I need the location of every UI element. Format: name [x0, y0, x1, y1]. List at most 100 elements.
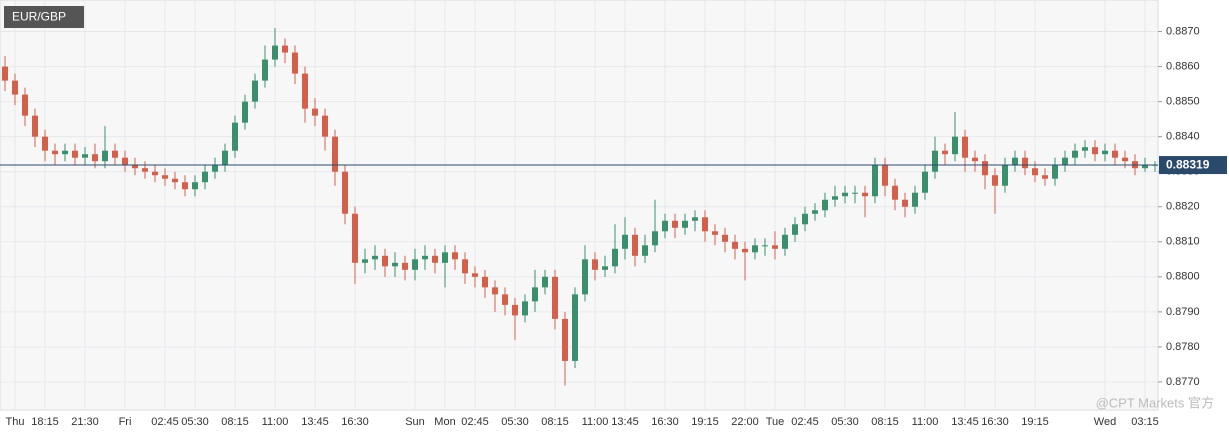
- candle-body: [322, 115, 328, 137]
- candle-body: [222, 150, 228, 165]
- candle-body: [932, 150, 938, 172]
- candle-body: [152, 171, 158, 176]
- candle-body: [622, 234, 628, 249]
- candle-body: [832, 196, 838, 200]
- candle-body: [582, 259, 588, 295]
- candle-body: [1012, 157, 1018, 165]
- candle-body: [1062, 157, 1068, 165]
- last-price-label: 0.88319: [1166, 158, 1210, 172]
- candle-body: [192, 182, 198, 190]
- x-tick-label: 08:15: [871, 416, 899, 428]
- x-tick-label: Mon: [434, 416, 455, 428]
- candle-body: [332, 136, 338, 172]
- candle-body: [892, 185, 898, 200]
- candle-body: [982, 161, 988, 176]
- candle-body: [872, 164, 878, 197]
- candle-body: [762, 245, 768, 247]
- candle-body: [732, 241, 738, 249]
- candle-body: [492, 287, 498, 295]
- x-tick-label: 13:45: [611, 416, 639, 428]
- candle-body: [992, 175, 998, 186]
- candle-body: [1022, 157, 1028, 169]
- candle-body: [662, 220, 668, 232]
- y-tick-label: 0.8860: [1166, 60, 1200, 72]
- candle-body: [522, 301, 528, 316]
- candle-body: [52, 150, 58, 155]
- candle-body: [742, 248, 748, 253]
- candle-body: [702, 217, 708, 232]
- candle-body: [802, 213, 808, 225]
- candle-body: [812, 210, 818, 214]
- candle-body: [432, 255, 438, 263]
- x-tick-label: Sun: [405, 416, 425, 428]
- candle-body: [122, 157, 128, 165]
- y-tick-label: 0.8810: [1166, 236, 1200, 248]
- candle-body: [372, 255, 378, 260]
- candle-body: [612, 248, 618, 267]
- x-tick-label: 16:30: [981, 416, 1009, 428]
- candle-body: [172, 178, 178, 183]
- candle-body: [902, 199, 908, 207]
- candle-body: [72, 150, 78, 158]
- candle-body: [342, 171, 348, 214]
- candle-body: [412, 259, 418, 270]
- candle-body: [182, 182, 188, 190]
- y-tick-label: 0.8840: [1166, 131, 1200, 143]
- candle-body: [392, 262, 398, 267]
- candle-body: [242, 101, 248, 123]
- candle-body: [642, 245, 648, 256]
- candle-body: [462, 259, 468, 274]
- candle-body: [922, 171, 928, 193]
- x-tick-label: 08:15: [541, 416, 569, 428]
- candle-body: [652, 231, 658, 246]
- overlay: 0.88319: [0, 156, 1227, 175]
- candle-body: [452, 252, 458, 260]
- candle-body: [952, 136, 958, 155]
- candle-body: [972, 157, 978, 162]
- chart-title: EUR/GBP: [12, 10, 66, 24]
- candle-body: [362, 259, 368, 263]
- candle-body: [132, 164, 138, 169]
- x-tick-label: 11:00: [582, 416, 609, 428]
- candle-body: [2, 66, 8, 81]
- candle-body: [1102, 150, 1108, 155]
- candle-body: [212, 164, 218, 172]
- candle-body: [962, 136, 968, 158]
- watermark: @CPT Markets 官方: [1096, 395, 1214, 410]
- candle-body: [632, 234, 638, 256]
- candle-body: [882, 164, 888, 186]
- x-tick-label: 08:15: [221, 416, 249, 428]
- candle-body: [752, 245, 758, 253]
- candle-body: [112, 150, 118, 158]
- candle-body: [502, 294, 508, 305]
- x-tick-label: Tue: [766, 416, 785, 428]
- candle-body: [422, 255, 428, 260]
- candle-body: [1002, 164, 1008, 186]
- candle-body: [262, 59, 268, 81]
- candle-body: [572, 294, 578, 361]
- candle-body: [1122, 157, 1128, 162]
- candle-body: [102, 150, 108, 162]
- candle-body: [382, 255, 388, 267]
- candle-body: [32, 115, 38, 137]
- candle-body: [92, 154, 98, 162]
- y-tick-label: 0.8790: [1166, 306, 1200, 318]
- candle-body: [682, 220, 688, 228]
- x-tick-label: Fri: [119, 416, 132, 428]
- candle-body: [602, 266, 608, 270]
- x-tick-label: 05:30: [831, 416, 859, 428]
- x-tick-label: 16:30: [651, 416, 679, 428]
- candle-body: [712, 231, 718, 235]
- candle-body: [542, 276, 548, 288]
- candle-body: [142, 168, 148, 172]
- candle-body: [782, 234, 788, 249]
- x-tick-label: 11:00: [912, 416, 939, 428]
- candle-body: [842, 192, 848, 197]
- x-tick-label: 11:00: [262, 416, 289, 428]
- candle-body: [1142, 164, 1148, 169]
- x-tick-label: 16:30: [341, 416, 369, 428]
- x-tick-label: 02:45: [461, 416, 489, 428]
- y-tick-label: 0.8820: [1166, 201, 1200, 213]
- y-tick-label: 0.8780: [1166, 341, 1200, 353]
